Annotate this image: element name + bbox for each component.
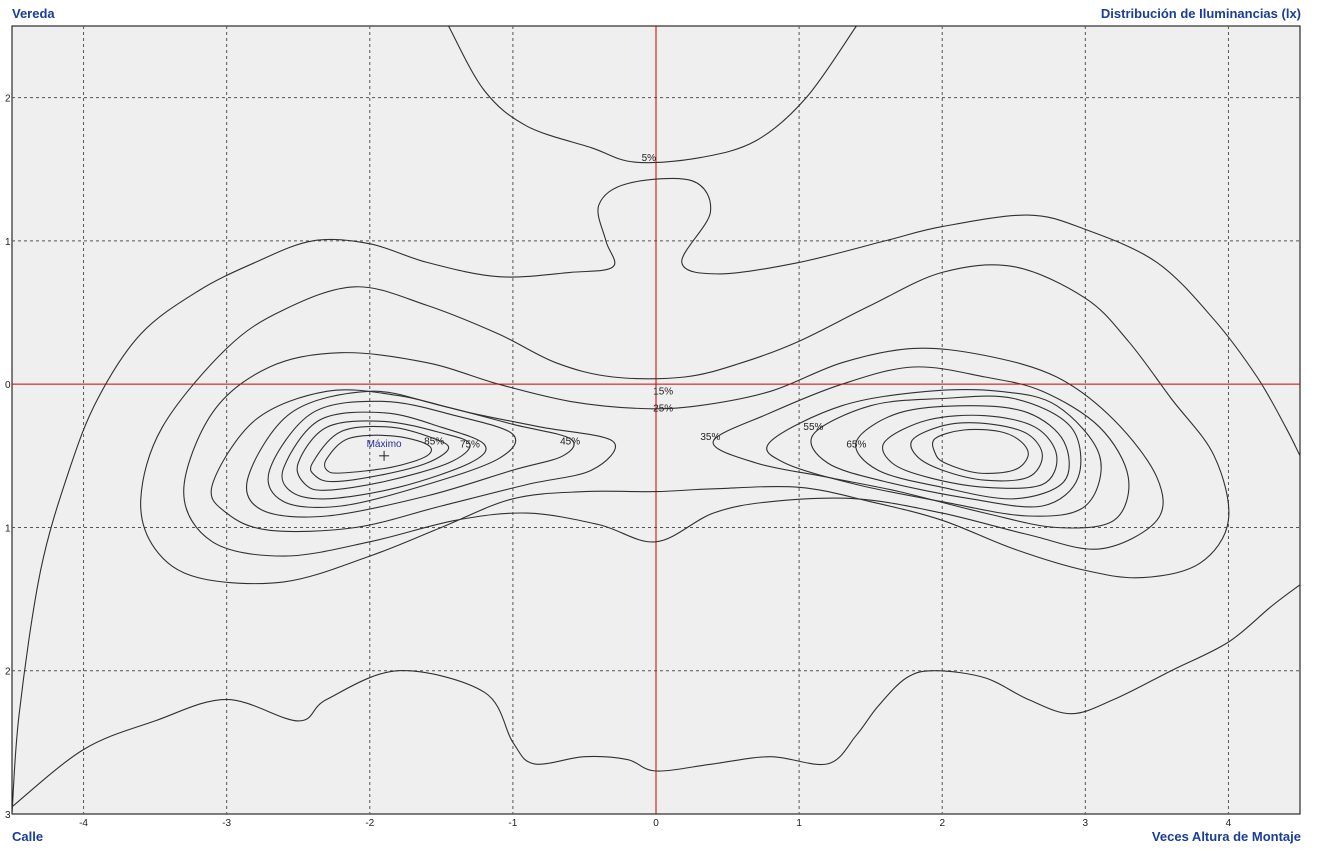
contour-line-35pct <box>210 389 616 533</box>
contour-line-45pct <box>766 389 1102 517</box>
contour-line-5pct <box>12 584 1300 808</box>
contour-line-95pct <box>931 428 1029 475</box>
contour-line-65pct <box>281 411 487 500</box>
contour-label: 35% <box>700 432 720 443</box>
x-tick-label: 1 <box>796 818 802 829</box>
tick-labels: -4 -3 -2 -1 0 1 2 3 4 2 1 0 1 2 3 <box>5 94 1232 829</box>
contour-label: 75% <box>460 439 480 450</box>
y-tick-label: 1 <box>5 523 11 534</box>
contour-label: 5% <box>642 153 657 164</box>
x-tick-label: -3 <box>222 818 231 829</box>
contour-line-85pct <box>910 422 1043 482</box>
contour-label: 25% <box>653 404 673 415</box>
contour-line-45pct <box>245 390 575 518</box>
contour-line-15pct <box>140 264 1230 585</box>
y-tick-label: 3 <box>5 810 11 821</box>
contour-label: 15% <box>653 386 673 397</box>
contour-label: 45% <box>560 436 580 447</box>
contour-label: 65% <box>846 439 866 450</box>
contour-line-95pct <box>324 434 433 474</box>
contour-labels: 5% 15% 25% 35% 45% 55% 65% 75% 85% <box>424 153 866 451</box>
y-tick-label: 2 <box>5 667 11 678</box>
x-tick-label: -2 <box>365 818 374 829</box>
reference-lines <box>12 26 1300 814</box>
contour-line-65pct <box>855 405 1070 500</box>
x-tick-label: 3 <box>1083 818 1089 829</box>
contour-line-55pct <box>267 400 517 508</box>
y-tick-label: 1 <box>5 237 11 248</box>
x-axis-label: Veces Altura de Montaje <box>1151 829 1301 844</box>
contour-line-55pct <box>810 395 1082 508</box>
contour-line-75pct <box>882 414 1058 489</box>
contour-line-85pct <box>310 425 450 483</box>
contour-line-5pct <box>448 26 857 164</box>
y-tick-label: 0 <box>5 380 11 391</box>
x-tick-label: -4 <box>79 818 88 829</box>
x-tick-label: 4 <box>1226 818 1232 829</box>
contour-line-75pct <box>296 420 471 491</box>
contour-label: 55% <box>803 422 823 433</box>
x-tick-label: -1 <box>508 818 517 829</box>
top-label-vereda: Vereda <box>12 6 55 21</box>
contour-label: 85% <box>424 436 444 447</box>
contour-line-5pct <box>12 177 1300 814</box>
maximum-marker: Máximo <box>367 439 402 461</box>
chart-title: Distribución de Iluminancias (lx) <box>1100 6 1301 21</box>
contour-line-35pct <box>712 366 1130 529</box>
bottom-label-calle: Calle <box>12 829 44 844</box>
contour-line-25pct <box>183 347 1164 557</box>
y-tick-label: 2 <box>5 94 11 105</box>
contour-lines <box>12 26 1300 814</box>
maximum-label: Máximo <box>367 439 402 450</box>
x-tick-label: 0 <box>653 818 659 829</box>
x-tick-label: 2 <box>939 818 945 829</box>
